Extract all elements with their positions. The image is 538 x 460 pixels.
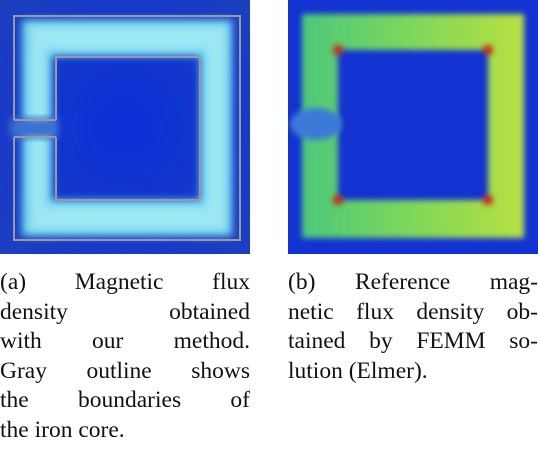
caption-line: the iron core. bbox=[0, 416, 125, 443]
caption-line: Gray outline shows bbox=[0, 357, 250, 384]
flux-image-reference bbox=[288, 0, 538, 254]
caption-line: lution (Elmer). bbox=[288, 357, 428, 384]
flux-image-ours bbox=[0, 0, 250, 254]
caption-line: the boundaries of bbox=[0, 387, 250, 413]
caption-line: (a) Magnetic flux bbox=[0, 269, 250, 295]
caption-a: (a) Magnetic flux density obtained with ou… bbox=[0, 268, 250, 445]
caption-line: netic flux density ob- bbox=[288, 298, 538, 325]
caption-b: (b) Reference mag-netic flux density ob-… bbox=[288, 268, 538, 386]
caption-line: with our method. bbox=[0, 328, 250, 354]
caption-line: tained by FEMM so- bbox=[288, 328, 538, 354]
caption-line: density obtained bbox=[0, 298, 250, 325]
caption-line: (b) Reference mag- bbox=[288, 269, 538, 295]
